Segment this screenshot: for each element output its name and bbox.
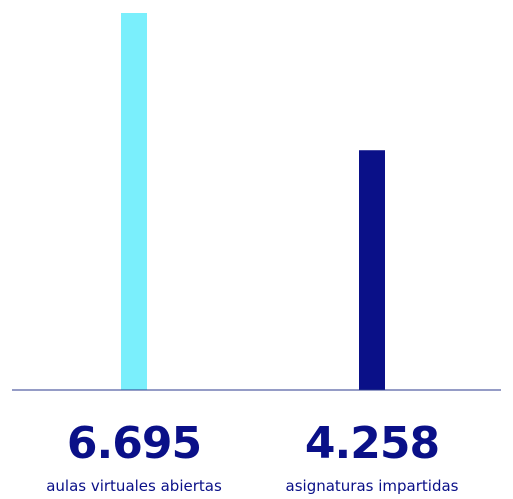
category-label-asignaturas: asignaturas impartidas [285,477,459,495]
value-label-aulas: 6.695 [66,418,202,469]
bar-asignaturas [359,150,385,390]
value-label-asignaturas: 4.258 [304,418,440,469]
bars-group [121,13,385,390]
bar-aulas-virtuales [121,13,147,390]
category-label-aulas: aulas virtuales abiertas [46,477,222,495]
